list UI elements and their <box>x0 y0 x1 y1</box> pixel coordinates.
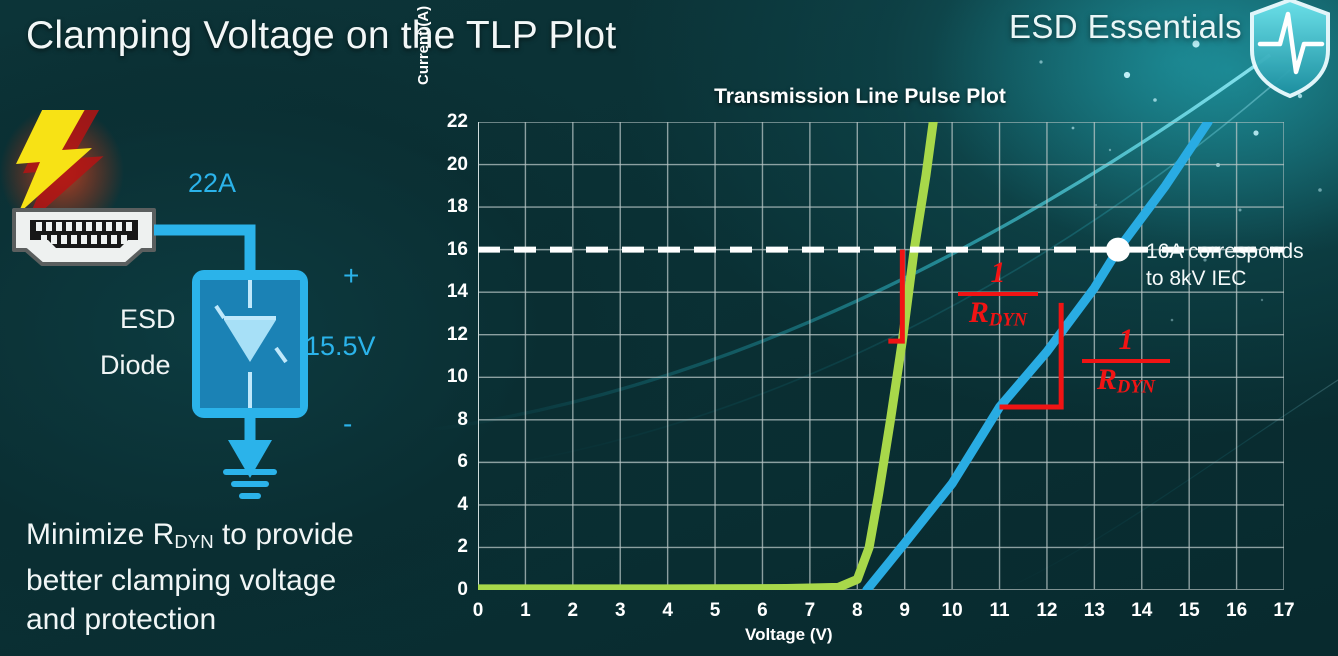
ground-symbol-icon <box>223 469 277 499</box>
brand-title: ESD Essentials <box>1008 8 1242 45</box>
caption-text-a: Minimize R <box>26 518 175 551</box>
tvs-diode-icon <box>214 280 288 408</box>
x-tick-label: 16 <box>1226 600 1248 621</box>
x-tick-label: 10 <box>941 600 963 621</box>
x-tick-label: 15 <box>1178 600 1200 621</box>
y-tick-label: 16 <box>446 238 468 260</box>
marker-note-line2: to 8kV IEC <box>1146 267 1247 290</box>
fraction-bar <box>958 292 1038 296</box>
y-tick-label: 2 <box>457 536 468 558</box>
x-tick-label: 6 <box>757 600 768 621</box>
x-tick-label: 3 <box>614 600 626 621</box>
slope-indicator-green <box>888 249 905 344</box>
caption-text-b: to provide <box>213 518 354 551</box>
x-tick-label: 5 <box>709 600 721 621</box>
slope-indicator-blue <box>999 302 1064 410</box>
y-tick-label: 6 <box>457 451 468 473</box>
x-axis-label: Voltage (V) <box>745 625 833 644</box>
surge-current-label: 22A <box>188 168 237 198</box>
x-tick-label: 2 <box>567 600 579 621</box>
page-title: Clamping Voltage on the TLP Plot <box>26 14 617 57</box>
caption-subscript: DYN <box>174 531 214 553</box>
x-tick-label: 12 <box>1036 600 1058 621</box>
x-tick-label: 17 <box>1273 600 1295 621</box>
y-tick-label: 14 <box>446 281 468 303</box>
series-line-1 <box>478 122 938 590</box>
series-line-2 <box>862 122 1213 590</box>
polarity-plus-label: + <box>343 260 360 291</box>
slope-annotation-green: 1 RDYN <box>958 258 1038 330</box>
slope-annotation-blue: 1 RDYN <box>1082 325 1170 397</box>
chart-title: Transmission Line Pulse Plot <box>714 85 1006 108</box>
caption-line-2: better clamping voltage <box>26 564 337 598</box>
summary-caption: Minimize RDYN to provide better clamping… <box>26 515 446 639</box>
slope1-denominator: RDYN <box>968 296 1028 331</box>
data-point-marker <box>1106 237 1131 262</box>
y-tick-label: 12 <box>446 323 468 345</box>
device-label-line2: Diode <box>100 350 171 380</box>
x-tick-label: 1 <box>520 600 531 621</box>
x-tick-label: 0 <box>472 600 484 621</box>
y-tick-label: 4 <box>457 493 468 515</box>
y-tick-label: 22 <box>446 111 468 132</box>
current-arrow-icon <box>228 440 272 478</box>
y-tick-label: 10 <box>446 366 468 388</box>
tlp-chart: Transmission Line Pulse Plot Current (A)… <box>415 6 1325 645</box>
x-tick-label: 14 <box>1131 600 1153 621</box>
x-tick-label: 11 <box>989 600 1010 621</box>
plot-area <box>478 122 1284 590</box>
caption-line-1: Minimize RDYN to provide <box>26 515 446 561</box>
y-tick-label: 20 <box>446 153 468 175</box>
circuit-wire <box>154 224 256 270</box>
y-tick-label: 0 <box>457 579 468 600</box>
marker-note: 16A corresponds to 8kV IEC <box>1146 238 1304 292</box>
fraction-bar <box>1082 359 1170 363</box>
y-axis-label: Current (A) <box>415 5 432 85</box>
diode-triangle <box>224 320 276 362</box>
device-label-line1: ESD <box>120 304 176 334</box>
slope2-denominator: RDYN <box>1096 363 1156 398</box>
caption-line-3: and protection <box>26 603 217 637</box>
x-tick-label: 13 <box>1083 600 1105 621</box>
esd-protection-circuit-diagram <box>0 110 308 499</box>
shield-pulse-icon <box>1250 0 1330 99</box>
x-tick-label: 7 <box>804 600 816 621</box>
y-tick-label: 8 <box>457 408 468 430</box>
y-tick-label: 18 <box>446 196 468 218</box>
lightning-bolt-icon <box>0 110 124 238</box>
hdmi-connector-icon <box>12 208 156 266</box>
x-tick-label: 9 <box>899 600 910 621</box>
polarity-minus-label: - <box>343 408 353 439</box>
marker-note-line1: 16A corresponds <box>1146 240 1304 263</box>
x-tick-label: 4 <box>662 600 673 621</box>
clamping-voltage-label: 15.5V <box>305 331 376 361</box>
x-tick-label: 8 <box>851 600 863 621</box>
slope1-numerator: 1 <box>990 256 1006 289</box>
slope2-numerator: 1 <box>1118 323 1134 356</box>
